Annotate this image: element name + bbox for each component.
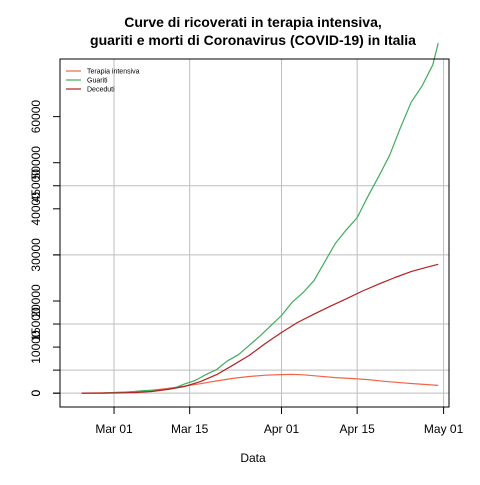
grid-lines: [60, 59, 449, 407]
x-tick-label: Mar 01: [95, 422, 133, 436]
x-tick-label: May 01: [424, 422, 464, 436]
y-tick-label: 45000: [29, 169, 43, 203]
x-tick-label: Apr 15: [339, 422, 375, 436]
legend-entry: Deceduti: [87, 87, 115, 94]
legend: Terapia intensiva Guariti Deceduti: [66, 69, 140, 94]
series-line-terapia-intensiva: [81, 373, 439, 394]
y-tick-label: 0: [29, 390, 43, 397]
y-tick-label: 40000: [29, 192, 43, 226]
x-axis-label: Data: [240, 451, 266, 465]
series-line-guariti: [81, 42, 439, 394]
legend-entry: Guariti: [87, 78, 108, 85]
y-tick-label: 0: [29, 390, 43, 397]
plot-frame: [59, 58, 450, 408]
chart-title-line-2: guariti e morti di Coronavirus (COVID-19…: [90, 32, 416, 48]
y-tick-label: 30000: [29, 238, 43, 272]
y-tick-label: 50000: [29, 146, 43, 180]
chart-title: Curve di ricoverati in terapia intensiva…: [90, 14, 416, 48]
x-axis: Mar 01 Mar 15 Apr 01 Apr 15 May 01: [95, 406, 464, 436]
legend-entry: Terapia intensiva: [87, 69, 140, 76]
chart-title-line-1: Curve di ricoverati in terapia intensiva…: [124, 14, 382, 30]
y-tick-label: 60000: [29, 100, 43, 134]
y-tick-label: 15000: [29, 307, 43, 341]
series-line-deceduti: [81, 263, 439, 394]
y-tick-label: 20000: [29, 284, 43, 318]
y-axis: 0100002000030000400005000060000015000450…: [29, 100, 61, 397]
series-lines: [81, 42, 439, 394]
x-tick-label: Mar 15: [171, 422, 209, 436]
y-tick-label: 10000: [29, 330, 43, 364]
x-tick-label: Apr 01: [264, 422, 300, 436]
